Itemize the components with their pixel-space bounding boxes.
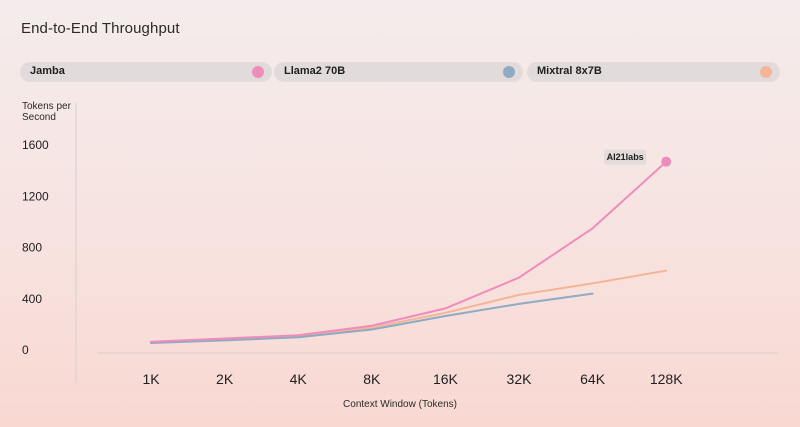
legend-dot-jamba (252, 66, 264, 78)
x-axis-label: Context Window (Tokens) (343, 399, 457, 410)
x-tick-label: 128K (650, 371, 683, 387)
chart-title: End-to-End Throughput (21, 20, 180, 37)
y-tick-label: 400 (22, 292, 42, 306)
y-tick-label: 1200 (22, 189, 49, 203)
legend-label-mixtral: Mixtral 8x7B (537, 65, 602, 77)
legend: Jamba Llama2 70B Mixtral 8x7B (20, 62, 780, 82)
legend-item-jamba[interactable]: Jamba (20, 62, 272, 82)
y-tick-label: 0 (22, 343, 29, 357)
x-tick-label: 8K (363, 371, 381, 387)
series-line-mixtral-8x7b (150, 269, 668, 344)
x-tick-label: 4K (290, 371, 308, 387)
legend-item-llama2[interactable]: Llama2 70B (274, 62, 523, 82)
x-tick-label: 64K (580, 371, 606, 387)
y-tick-label: 800 (22, 241, 42, 255)
annotation-label: AI21labs (607, 152, 644, 162)
legend-label-llama2: Llama2 70B (284, 65, 346, 77)
endpoint-marker (661, 156, 672, 167)
y-tick-label: 1600 (22, 138, 49, 152)
annotation: AI21labs (604, 149, 672, 167)
x-tick-label: 2K (216, 371, 234, 387)
annotation-box (604, 149, 647, 165)
series-line-jamba (150, 160, 668, 343)
y-axis-label: Tokens per Second (22, 101, 72, 123)
legend-item-mixtral[interactable]: Mixtral 8x7B (527, 62, 780, 82)
legend-dot-llama2 (503, 66, 515, 78)
x-tick-label: 1K (142, 371, 160, 387)
legend-label-jamba: Jamba (30, 65, 65, 77)
y-tick-labels: 0 400 800 1200 1600 (22, 138, 49, 357)
series-lines (150, 160, 668, 344)
x-tick-labels: 1K 2K 4K 8K 16K 32K 64K 128K (142, 371, 683, 387)
legend-dot-mixtral (760, 66, 772, 78)
series-line-llama2-70b (150, 292, 594, 344)
x-tick-label: 32K (507, 371, 533, 387)
x-tick-label: 16K (433, 371, 459, 387)
